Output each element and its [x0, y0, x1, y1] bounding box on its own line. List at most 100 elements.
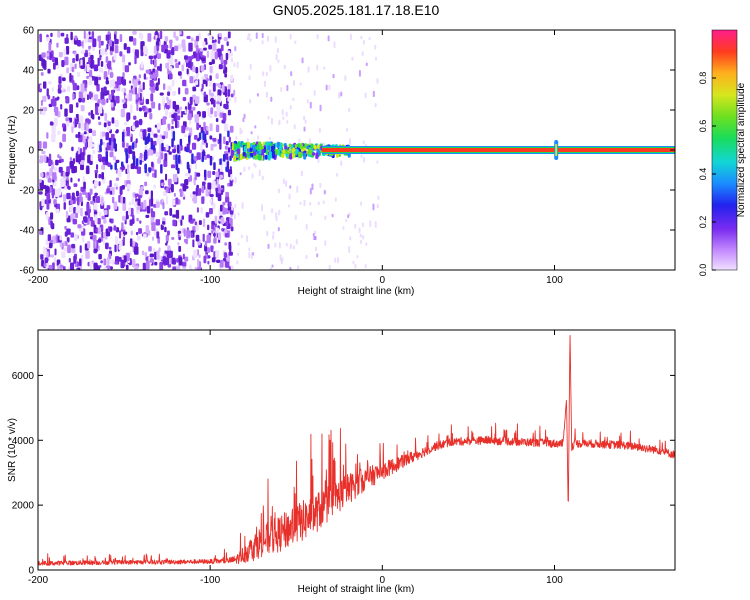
spectrogram-streak-cell: [135, 158, 139, 167]
spectrogram-speckle-cell: [248, 166, 251, 170]
spectrogram-speckle-cell: [286, 84, 289, 92]
spectrogram-noise-cell: [140, 61, 144, 68]
spectrogram-noise-cell: [185, 238, 189, 245]
spectrogram-noise-cell: [182, 183, 187, 192]
spectrogram-noise-cell: [224, 242, 227, 246]
spectrogram-noise-cell: [103, 209, 108, 215]
spectrogram-speckle-cell: [261, 40, 264, 45]
spectrogram-speckle-cell: [282, 178, 285, 185]
spectrogram-noise-cell: [196, 207, 199, 213]
spectrogram-noise-cell: [65, 210, 69, 219]
spectrogram-noise-cell: [202, 218, 206, 228]
spectrogram-noise-cell: [63, 202, 66, 210]
spectrogram-noise-cell: [230, 226, 234, 232]
spectrogram-noise-cell: [227, 109, 232, 116]
spectrogram-noise-cell: [132, 37, 137, 46]
spectrogram-noise-cell: [97, 35, 101, 42]
spectrogram-noise-cell: [120, 195, 123, 204]
spectrogram-streak-cell: [201, 151, 205, 161]
spectrogram-noise-cell: [121, 88, 125, 93]
spectrogram-noise-cell: [169, 39, 173, 44]
spectrogram-noise-cell: [211, 180, 216, 189]
spectrogram-streak-cell: [178, 154, 181, 164]
spectrogram-noise-cell: [171, 118, 174, 125]
spectrogram-noise-cell: [129, 250, 132, 255]
spectrogram-speckle-cell: [276, 47, 279, 54]
spectrogram-noise-cell: [167, 85, 172, 92]
spectrogram-speckle-cell: [347, 214, 350, 219]
spectrogram-speckle-cell: [240, 234, 243, 239]
spectrogram-noise-cell: [64, 108, 68, 117]
spectrogram-speckle-cell: [269, 267, 272, 270]
spectrogram-noise-cell: [134, 246, 139, 255]
spectrogram-noise-cell: [51, 133, 56, 143]
spectrogram-noise-cell: [194, 221, 198, 226]
spectrogram-noise-cell: [194, 114, 199, 123]
spectrogram-noise-cell: [209, 75, 212, 81]
spectrogram-noise-cell: [148, 246, 152, 252]
spectrogram-noise-cell: [40, 172, 44, 178]
spectrogram-noise-cell: [155, 219, 161, 226]
colorbar-tick-label: 0.0: [698, 264, 708, 277]
spectrogram-noise-cell: [153, 184, 156, 189]
spectrogram-speckle-cell: [288, 193, 291, 200]
spectrogram-noise-cell: [123, 43, 127, 50]
spectrogram-noise-cell: [148, 108, 152, 113]
spectrogram-speckle-cell: [295, 239, 298, 245]
spectrogram-speckle-cell: [277, 227, 280, 232]
spectrogram-noise-cell: [57, 130, 61, 135]
spectrogram-noise-cell: [95, 106, 100, 115]
spectrogram-transition-cell: [303, 152, 307, 160]
spectrogram-noise-cell: [88, 128, 93, 134]
spectrogram-noise-cell: [39, 230, 43, 235]
spectrogram-noise-cell: [184, 172, 189, 177]
spectrogram-speckle-cell: [239, 172, 242, 176]
spectrogram-noise-cell: [100, 60, 104, 68]
spectrogram-noise-cell: [148, 147, 154, 156]
spectrogram-noise-cell: [177, 242, 180, 246]
spectrogram-noise-cell: [160, 152, 164, 160]
spectrogram-noise-cell: [201, 91, 204, 96]
spectrogram-noise-cell: [65, 171, 70, 177]
spectrogram-noise-cell: [178, 245, 182, 252]
spectrogram-speckle-cell: [289, 185, 292, 189]
spectrogram-noise-cell: [229, 217, 233, 224]
spectrogram-noise-cell: [171, 79, 175, 87]
spectrogram-noise-cell: [57, 154, 60, 159]
spectrogram-noise-cell: [48, 236, 51, 241]
spectrogram-noise-cell: [100, 48, 105, 56]
spectrogram-noise-cell: [192, 191, 196, 195]
spectrogram-noise-cell: [87, 211, 91, 219]
snr-x-tick-label: -200: [28, 575, 48, 586]
spectrogram-noise-cell: [159, 92, 164, 96]
spectrogram-noise-cell: [192, 106, 196, 111]
spectrogram-noise-cell: [41, 150, 46, 155]
spectrogram-noise-cell: [225, 196, 230, 203]
spectrogram-speckle-cell: [261, 32, 264, 39]
spectrogram-speckle-cell: [349, 138, 352, 145]
spectrogram-noise-cell: [54, 57, 58, 66]
spectrogram-noise-cell: [206, 154, 211, 159]
spectrogram-streak-cell: [144, 149, 148, 160]
spectrogram-x-tick-label: 100: [546, 275, 563, 286]
spectrogram-transition-cell: [250, 152, 254, 157]
spectrogram-noise-cell: [99, 211, 102, 218]
spectrogram-noise-cell: [64, 225, 67, 230]
spectrogram-noise-cell: [214, 39, 217, 43]
spectrogram-noise-cell: [229, 125, 234, 133]
spectrogram-noise-cell: [164, 211, 169, 216]
spectrogram-speckle-cell: [358, 227, 361, 234]
spectrogram-noise-cell: [126, 46, 131, 54]
spectrogram-noise-cell: [90, 60, 93, 69]
spectrogram-noise-cell: [102, 232, 106, 238]
spectrogram-noise-cell: [223, 69, 226, 74]
spectrogram-noise-cell: [222, 113, 227, 122]
spectrogram-noise-cell: [228, 251, 233, 256]
spectrogram-noise-cell: [100, 198, 104, 206]
spectrogram-speckle-cell: [246, 235, 249, 243]
spectrogram-speckle-cell: [349, 236, 352, 241]
spectrogram-noise-cell: [55, 159, 59, 166]
spectrogram-noise-cell: [177, 71, 182, 76]
spectrogram-noise-cell: [121, 222, 124, 230]
spectrogram-noise-cell: [83, 181, 86, 190]
